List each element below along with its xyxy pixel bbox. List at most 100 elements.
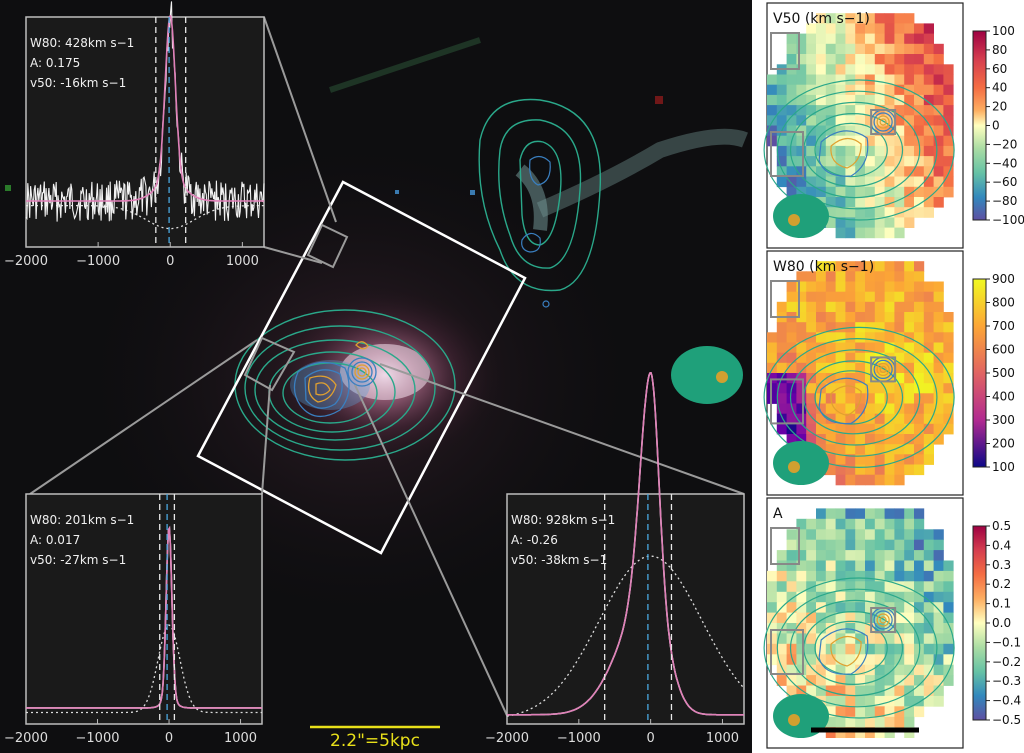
map-pixel: [874, 550, 885, 561]
map-pixel: [865, 643, 876, 655]
map-pixel: [923, 529, 934, 541]
map-pixel: [845, 84, 856, 96]
map-pixel: [894, 518, 905, 530]
map-pixel: [806, 312, 817, 323]
map-pixel: [767, 84, 778, 96]
x-tick-label: −2000: [485, 731, 529, 746]
map-pixel: [884, 125, 895, 137]
map-pixel: [884, 54, 895, 65]
map-pixel: [825, 518, 836, 530]
map-pixel: [796, 64, 807, 75]
map-pixel: [816, 261, 827, 272]
map-pixel: [825, 727, 836, 738]
map-pixel: [845, 654, 856, 666]
map-pixel: [894, 464, 905, 476]
ha-contour: [830, 635, 862, 667]
map-pixel: [825, 342, 836, 354]
map-pixel: [816, 623, 827, 634]
map-pixel: [884, 444, 895, 455]
map-pixel: [904, 675, 915, 686]
map-pixel: [914, 591, 925, 603]
map-pixel: [786, 602, 797, 613]
map-pixel: [816, 271, 827, 282]
map-pixel: [825, 13, 836, 24]
map-pixel: [835, 352, 846, 364]
map-pixel: [845, 518, 856, 530]
map-pixel: [835, 105, 846, 116]
map-pixel: [884, 135, 895, 147]
map-pixel: [796, 145, 807, 157]
map-pixel: [923, 393, 934, 404]
map-pixel: [786, 352, 797, 364]
map-pixel: [884, 115, 895, 126]
map-pixel: [786, 529, 797, 541]
map-pixel: [806, 675, 817, 686]
map-pixel: [835, 393, 846, 404]
map-pixel: [904, 602, 915, 613]
map-pixel: [855, 312, 866, 323]
map-pixel: [904, 207, 915, 218]
map-pixel: [825, 125, 836, 137]
x-tick-label: 1000: [706, 731, 739, 746]
aperture-box: [770, 378, 804, 425]
map-pixel: [904, 529, 915, 541]
map-pixel: [786, 332, 797, 343]
map-pixel: [914, 312, 925, 323]
map-title: V50 (km s−1): [773, 11, 870, 27]
map-pixel: [845, 550, 856, 561]
map-pixel: [855, 464, 866, 476]
continuum-contour: [763, 79, 955, 221]
map-pixel: [786, 612, 797, 624]
map-pixel: [806, 643, 817, 655]
map-pixel: [874, 156, 885, 167]
map-pixel: [914, 508, 925, 520]
map-pixel: [933, 633, 944, 645]
map-pixel: [914, 145, 925, 157]
map-pixel: [825, 560, 836, 572]
map-pixel: [923, 33, 934, 45]
map-pixel: [914, 675, 925, 686]
map-pixel: [776, 342, 787, 354]
map-pixel: [865, 64, 876, 75]
map-pixel: [923, 105, 934, 116]
map-pixel: [776, 135, 787, 147]
colorbar-tick-label: −0.2: [992, 655, 1021, 669]
map-pixel: [914, 281, 925, 293]
map-pixel: [884, 166, 895, 177]
map-pixel: [776, 654, 787, 666]
map-panel-w80: W80 (km s−1) 900 800 700 600 500 400 300 200 100: [763, 250, 1015, 496]
map-pixel: [806, 602, 817, 613]
map-pixel: [865, 13, 876, 24]
map-pixel: [855, 84, 866, 96]
map-pixel: [796, 43, 807, 55]
map-pixel: [884, 383, 895, 394]
spectrum-broad-component: [506, 555, 745, 717]
map-pixel: [806, 84, 817, 96]
map-pixel: [845, 454, 856, 465]
map-pixel: [914, 176, 925, 188]
map-pixel: [874, 560, 885, 572]
psf-core: [788, 214, 800, 226]
companion-contours: [478, 98, 602, 292]
map-pixel: [923, 322, 934, 333]
map-pixel: [914, 74, 925, 86]
map-pixel: [894, 281, 905, 293]
map-pixel: [806, 135, 817, 147]
map-pixel: [835, 23, 846, 34]
map-pixel: [806, 322, 817, 333]
map-pixel: [933, 423, 944, 435]
map-pixel: [914, 166, 925, 177]
map-pixel: [845, 342, 856, 354]
map-pixel: [767, 135, 778, 147]
map-pixel: [865, 581, 876, 593]
map-pixel: [874, 444, 885, 455]
map-title: A: [773, 506, 783, 522]
map-pixel: [914, 518, 925, 530]
map-pixel: [894, 125, 905, 137]
map-contours: [763, 79, 955, 221]
map-pixel: [825, 105, 836, 116]
map-pixel: [933, 403, 944, 415]
map-pixel: [865, 423, 876, 435]
map-pixel: [894, 413, 905, 425]
map-pixel: [786, 166, 797, 177]
